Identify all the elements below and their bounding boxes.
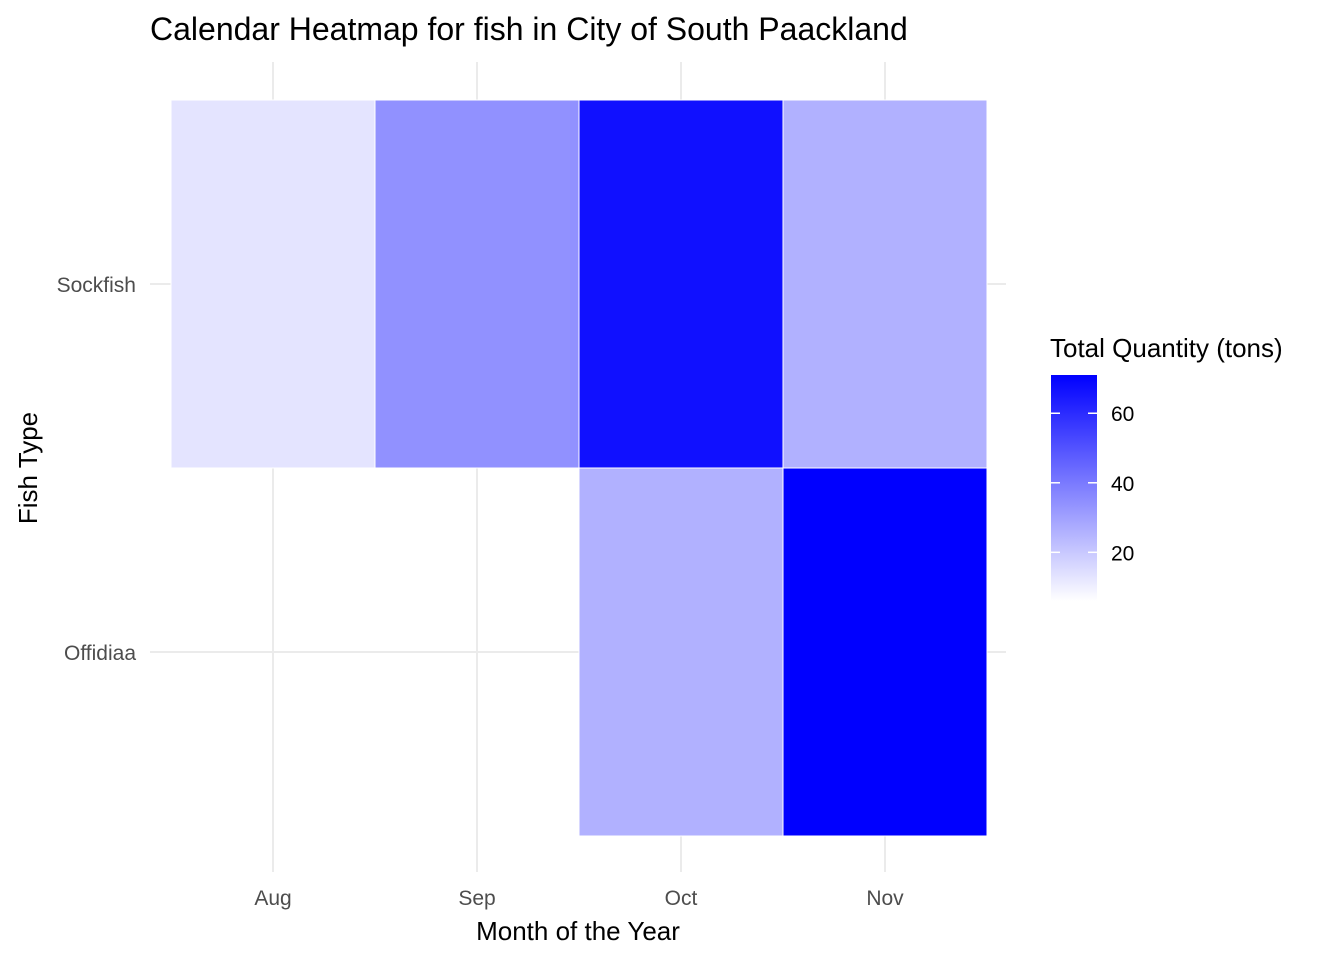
heatmap-cell-sockfish-nov	[782, 99, 988, 469]
x-tick-label-oct: Oct	[665, 887, 698, 910]
x-tick-label-nov: Nov	[866, 887, 904, 910]
x-tick-label-sep: Sep	[458, 887, 495, 910]
x-axis-title: Month of the Year	[476, 916, 680, 946]
heatmap-cell-offidiaa-oct	[578, 467, 784, 837]
legend-title: Total Quantity (tons)	[1050, 333, 1283, 363]
legend-tick-label-40: 40	[1111, 473, 1134, 496]
heatmap-cell-sockfish-sep	[374, 99, 580, 469]
x-axis-tick-labels: Aug Sep Oct Nov	[254, 887, 904, 910]
chart-title: Calendar Heatmap for fish in City of Sou…	[150, 11, 908, 47]
color-legend: Total Quantity (tons) 20 40 60	[1050, 333, 1283, 601]
y-tick-label-offidiaa: Offidiaa	[64, 642, 136, 665]
heatmap-cell-offidiaa-nov	[782, 467, 988, 837]
legend-color-bar	[1051, 375, 1097, 601]
legend-ticks: 20 40 60	[1051, 403, 1134, 565]
heatmap-cell-sockfish-oct	[578, 99, 784, 469]
heatmap-cells	[170, 99, 988, 837]
x-tick-label-aug: Aug	[254, 887, 291, 910]
heatmap-cell-sockfish-aug	[170, 99, 376, 469]
y-tick-label-sockfish: Sockfish	[57, 274, 136, 297]
y-axis-title: Fish Type	[13, 412, 43, 524]
legend-tick-label-60: 60	[1111, 403, 1134, 426]
y-axis-tick-labels: Offidiaa Sockfish	[57, 274, 137, 665]
legend-tick-label-20: 20	[1111, 542, 1134, 565]
